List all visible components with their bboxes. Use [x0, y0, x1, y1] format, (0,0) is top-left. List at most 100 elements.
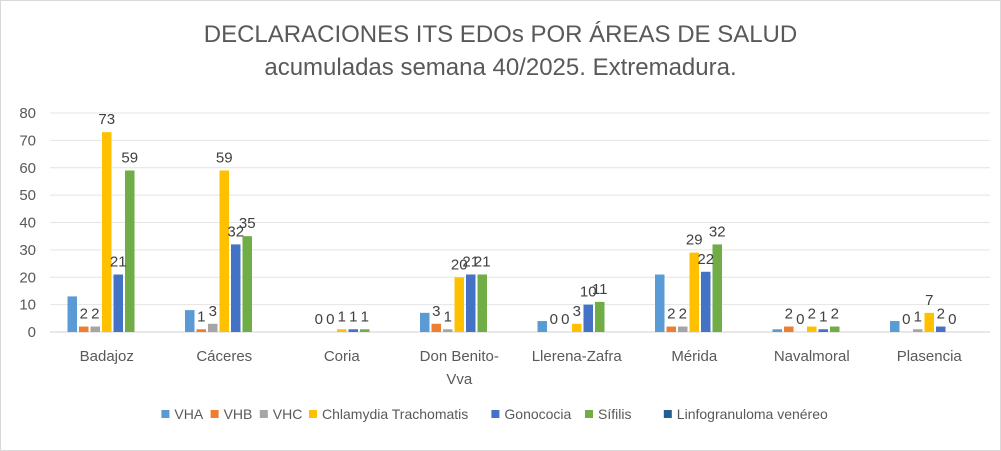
bar: [348, 329, 358, 332]
data-label: 21: [110, 254, 127, 271]
data-label: 2: [937, 306, 945, 323]
data-label: 21: [474, 254, 491, 271]
chart-subtitle: acumuladas semana 40/2025. Extremadura.: [264, 54, 737, 81]
bar: [337, 329, 347, 332]
bar: [890, 321, 900, 332]
y-tick-label: 80: [19, 105, 36, 122]
legend-label: VHA: [174, 406, 203, 422]
legend-label: Chlamydia Trachomatis: [322, 406, 468, 422]
data-label: 3: [573, 303, 581, 320]
bar: [242, 236, 252, 332]
legend-swatch: [161, 410, 170, 418]
bar: [689, 252, 699, 332]
y-tick-label: 50: [19, 187, 36, 204]
data-label: 1: [338, 308, 346, 325]
data-label: 0: [561, 311, 569, 328]
data-label: 29: [686, 232, 703, 249]
chart-title-block: DECLARACIONES ITS EDOs POR ÁREAS DE SALU…: [0, 18, 1001, 84]
bar: [595, 301, 605, 332]
bar: [185, 310, 195, 332]
bar: [712, 244, 722, 332]
gridlines: [50, 112, 990, 333]
data-label: 22: [697, 251, 714, 268]
bar: [936, 326, 946, 332]
bar: [454, 277, 464, 332]
bar: [208, 323, 218, 332]
data-label: 2: [91, 306, 99, 323]
data-label: 1: [914, 308, 922, 325]
chart-title: DECLARACIONES ITS EDOs POR ÁREAS DE SALU…: [203, 21, 798, 48]
data-label: 1: [819, 308, 827, 325]
bar: [678, 326, 688, 332]
legend-label: VHC: [273, 406, 303, 422]
x-tick-label: Navalmoral: [774, 348, 850, 365]
legend-label: Gonococia: [504, 406, 571, 422]
bar: [420, 312, 430, 332]
data-label: 2: [667, 306, 675, 323]
legend: VHA VHB VHC Chlamydia Trachomatis Gonococia S…: [161, 406, 828, 422]
x-tick-label: Vva: [446, 371, 473, 388]
x-tick-label: Coria: [324, 348, 361, 365]
bar: [701, 271, 711, 332]
y-tick-label: 30: [19, 242, 36, 259]
bar: [113, 274, 123, 332]
data-label: 11: [592, 281, 608, 298]
bar: [219, 170, 229, 332]
data-label: 0: [796, 311, 804, 328]
data-label: 1: [444, 308, 452, 325]
data-label: 21: [462, 254, 479, 271]
data-label: 3: [209, 303, 217, 320]
legend-swatch: [585, 410, 593, 418]
data-label: 2: [808, 306, 816, 323]
bar: [125, 170, 135, 332]
bar: [572, 323, 582, 332]
y-tick-label: 20: [19, 269, 36, 286]
bar: [666, 326, 676, 332]
bar: [443, 329, 453, 332]
legend-swatch: [663, 410, 672, 418]
bar: [360, 329, 370, 332]
bar: [772, 329, 782, 332]
bar: [431, 323, 441, 332]
bar: [102, 132, 112, 332]
data-label: 2: [831, 306, 839, 323]
data-label: 1: [197, 308, 205, 325]
bar: [477, 274, 487, 332]
data-label: 0: [550, 311, 558, 328]
bar: [655, 274, 665, 332]
data-label: 59: [121, 149, 138, 166]
data-label: 0: [948, 311, 956, 328]
y-axis: 0 10 20 30 40 50 60 70 80: [19, 105, 36, 341]
x-tick-label: Mérida: [671, 348, 718, 365]
data-label: 32: [227, 223, 244, 240]
data-label: 0: [326, 311, 334, 328]
data-label: 59: [216, 149, 233, 166]
data-label: 2: [785, 306, 793, 323]
data-label: 3: [432, 303, 440, 320]
data-label: 20: [451, 256, 468, 273]
data-label: 2: [80, 306, 88, 323]
y-tick-label: 10: [19, 297, 36, 314]
bar: [913, 329, 923, 332]
bar: [90, 326, 100, 332]
bar: [466, 274, 476, 332]
y-tick-label: 60: [19, 160, 36, 177]
x-tick-label: Don Benito-: [420, 348, 499, 365]
x-tick-label: Cáceres: [196, 348, 252, 365]
data-label: 2: [679, 306, 687, 323]
data-label: 0: [315, 311, 323, 328]
x-axis: Badajoz Cáceres Coria Don Benito- Vva Llerena…: [80, 348, 963, 388]
bar: [79, 326, 89, 332]
bar: [807, 326, 817, 332]
bar: [537, 321, 547, 332]
legend-swatch: [210, 410, 219, 418]
x-tick-label: Badajoz: [80, 348, 134, 365]
legend-swatch: [491, 410, 500, 418]
bar: [583, 304, 593, 332]
bar: [924, 312, 934, 332]
data-label: 1: [361, 308, 369, 325]
data-label: 0: [902, 311, 910, 328]
data-label: 7: [925, 292, 933, 309]
bars: [67, 132, 946, 332]
